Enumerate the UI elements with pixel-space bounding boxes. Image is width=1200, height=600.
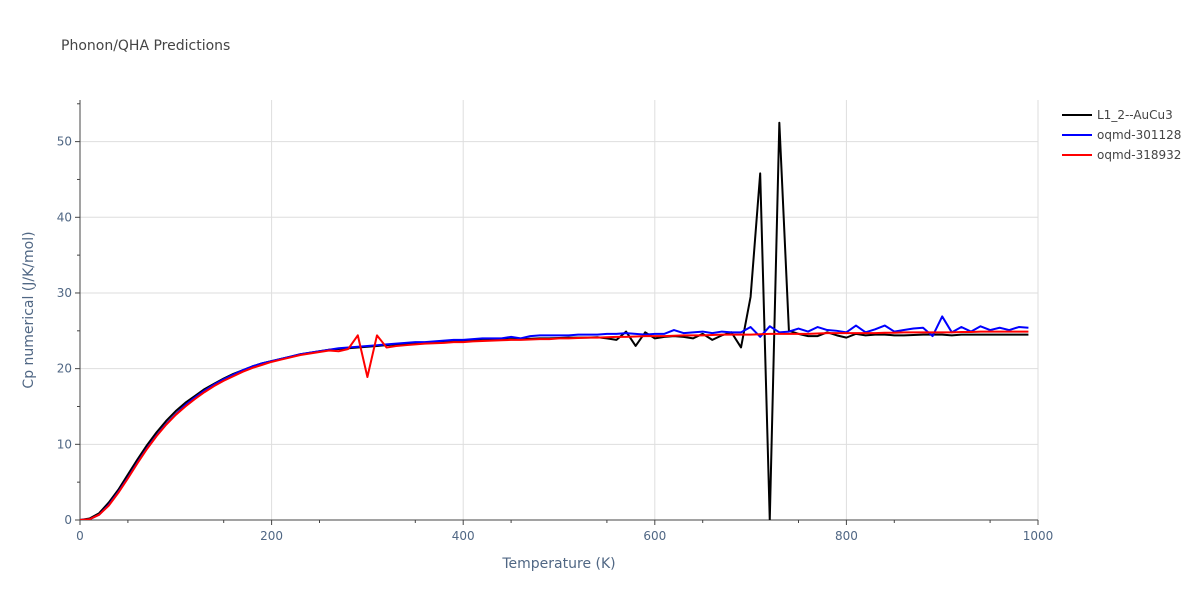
series-lines — [80, 121, 1029, 520]
series-line-oqmd-318932 — [80, 330, 1029, 520]
legend-label: oqmd-318932 — [1097, 148, 1181, 162]
y-tick-label: 50 — [57, 135, 72, 149]
y-tick-label: 20 — [57, 362, 72, 376]
chart-title: Phonon/QHA Predictions — [61, 38, 230, 54]
x-tick-label: 400 — [452, 529, 475, 543]
y-tick-labels: 0 10 20 30 40 50 — [57, 135, 72, 527]
gridlines — [80, 100, 1039, 520]
x-tick-label: 0 — [76, 529, 84, 543]
x-tick-label: 800 — [835, 529, 858, 543]
axes — [75, 100, 1039, 525]
x-tick-label: 1000 — [1023, 529, 1054, 543]
legend-label: L1_2--AuCu3 — [1097, 108, 1173, 122]
series-line-oqmd-301128 — [80, 315, 1029, 520]
legend-label: oqmd-301128 — [1097, 128, 1181, 142]
x-axis-title: Temperature (K) — [501, 556, 615, 572]
y-tick-label: 40 — [57, 210, 72, 224]
x-tick-label: 600 — [643, 529, 666, 543]
x-tick-label: 200 — [260, 529, 283, 543]
x-tick-labels: 0 200 400 600 800 1000 — [76, 529, 1053, 543]
legend: L1_2--AuCu3 oqmd-301128 oqmd-318932 — [1062, 108, 1181, 162]
y-tick-label: 30 — [57, 286, 72, 300]
y-tick-label: 0 — [64, 513, 72, 527]
y-tick-label: 10 — [57, 437, 72, 451]
y-axis-title: Cp numerical (J/K/mol) — [21, 231, 37, 388]
